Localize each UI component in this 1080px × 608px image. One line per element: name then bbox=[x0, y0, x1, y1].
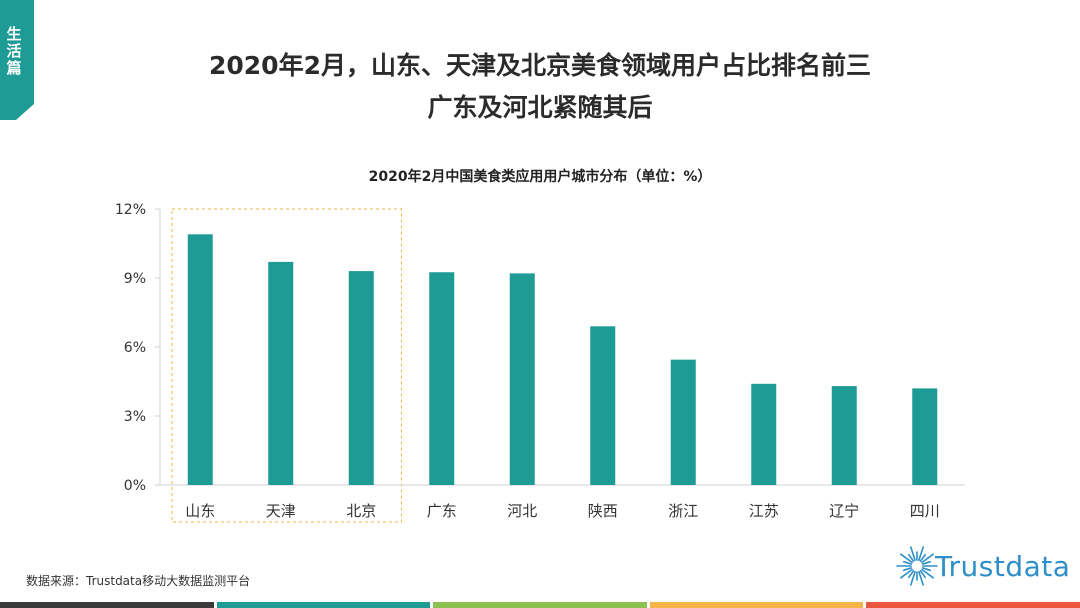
x-tick-label: 浙江 bbox=[668, 502, 698, 520]
x-tick-label: 河北 bbox=[507, 502, 537, 520]
sunburst-icon bbox=[896, 546, 938, 586]
bar bbox=[187, 234, 213, 485]
bottom-bar-segment bbox=[649, 602, 864, 608]
x-tick-label: 陕西 bbox=[588, 502, 618, 520]
bar bbox=[268, 261, 294, 485]
y-tick-label: 12% bbox=[115, 202, 146, 218]
bottom-bar-segment bbox=[0, 602, 214, 608]
y-tick-label: 3% bbox=[124, 409, 146, 425]
x-tick-label: 北京 bbox=[346, 502, 376, 520]
section-tag-text: 生活篇 bbox=[6, 25, 22, 77]
bar bbox=[670, 359, 696, 485]
trustdata-logo: Trustdata bbox=[895, 538, 1070, 594]
bar bbox=[590, 326, 616, 485]
x-tick-label: 辽宁 bbox=[829, 502, 859, 520]
x-tick-label: 山东 bbox=[185, 502, 215, 520]
page-title-line2: 广东及河北紧随其后 bbox=[427, 93, 653, 122]
bottom-bar-segment bbox=[216, 602, 431, 608]
x-tick-label: 江苏 bbox=[749, 502, 779, 520]
bottom-bar-segment bbox=[433, 602, 647, 608]
bar bbox=[348, 271, 374, 485]
bottom-color-bar bbox=[0, 602, 1080, 608]
y-tick-label: 6% bbox=[124, 340, 146, 356]
bar bbox=[509, 273, 535, 485]
bar bbox=[429, 272, 455, 485]
section-tag bbox=[0, 0, 34, 120]
data-source: 数据来源：Trustdata移动大数据监测平台 bbox=[26, 574, 251, 588]
chart-title: 2020年2月中国美食类应用用户城市分布（单位：%） bbox=[368, 169, 712, 185]
bar bbox=[912, 388, 938, 485]
logo-text: Trustdata bbox=[935, 550, 1071, 583]
y-tick-label: 9% bbox=[124, 271, 146, 287]
bottom-bar-segment bbox=[866, 602, 1080, 608]
bar bbox=[831, 386, 857, 485]
highlight-box bbox=[171, 208, 402, 523]
bar bbox=[751, 383, 777, 485]
x-tick-label: 广东 bbox=[427, 502, 457, 520]
page-title-line1: 2020年2月，山东、天津及北京美食领域用户占比排名前三 bbox=[209, 51, 871, 80]
y-tick-label: 0% bbox=[124, 478, 146, 494]
x-tick-label: 四川 bbox=[910, 502, 940, 520]
x-tick-label: 天津 bbox=[266, 502, 296, 520]
